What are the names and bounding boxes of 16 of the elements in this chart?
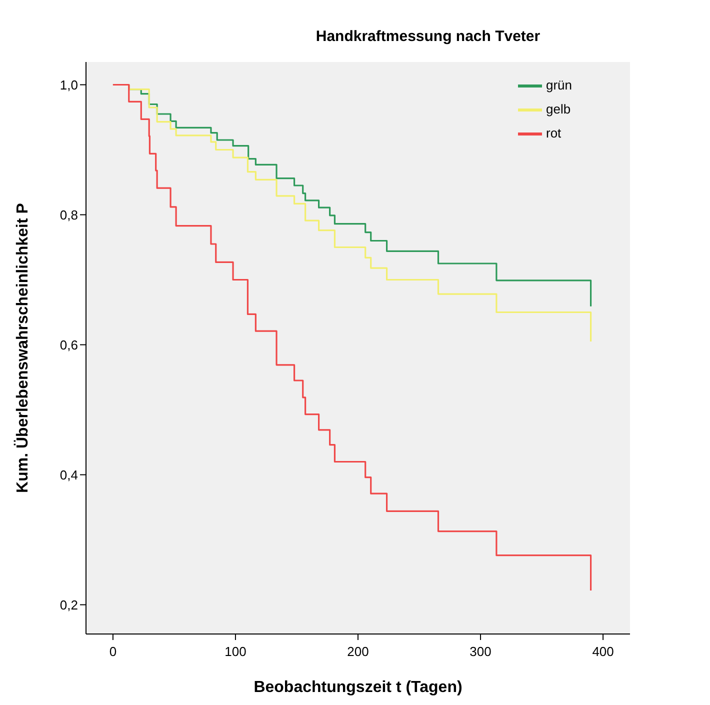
legend-label: grün bbox=[546, 77, 572, 92]
x-tick-label: 300 bbox=[470, 644, 492, 659]
x-axis-title: Beobachtungszeit t (Tagen) bbox=[254, 679, 462, 696]
x-tick-label: 100 bbox=[224, 644, 246, 659]
y-tick-label: 1,0 bbox=[60, 77, 78, 92]
legend-label: gelb bbox=[546, 101, 571, 116]
x-tick-label: 200 bbox=[347, 644, 369, 659]
y-axis-title: Kum. Überlebenswahrscheinlichkeit P bbox=[14, 202, 32, 493]
chart-title: Handkraftmessung nach Tveter bbox=[314, 28, 542, 45]
x-tick-label: 400 bbox=[592, 644, 614, 659]
x-tick-label: 0 bbox=[109, 644, 117, 659]
y-tick-label: 0,4 bbox=[60, 467, 78, 482]
legend-label: rot bbox=[546, 125, 562, 140]
y-tick-label: 0,8 bbox=[60, 207, 78, 222]
y-tick-label: 0,2 bbox=[60, 597, 78, 612]
y-tick-label: 0,6 bbox=[60, 337, 78, 352]
